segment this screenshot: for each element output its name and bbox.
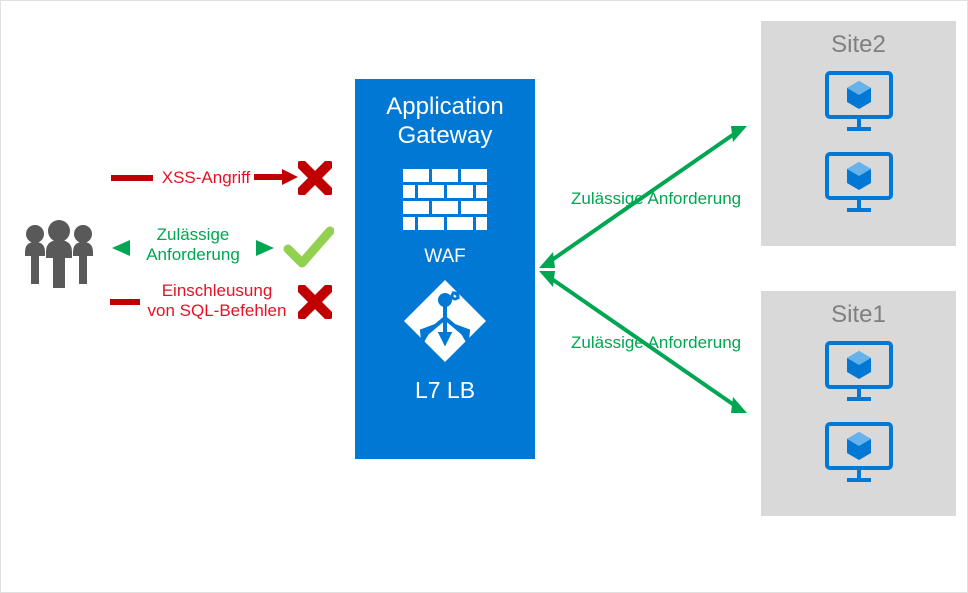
sql-line2: von SQL-Befehlen [148, 301, 287, 320]
lb-label: L7 LB [355, 377, 535, 404]
firewall-icon [403, 169, 487, 233]
allowed-label: Zulässige Anforderung [133, 225, 253, 264]
sql-line1: Einschleusung [162, 281, 273, 300]
sql-bar [110, 299, 140, 305]
site2-box: Site2 [761, 21, 956, 246]
gateway-title-line1: Application [355, 93, 535, 122]
diagram-canvas: XSS-Angriff Zulässige Anforderung Einsch… [0, 0, 968, 593]
application-gateway-box: Application Gateway WAF [355, 79, 535, 459]
users-icon [19, 216, 99, 288]
allowed-line1: Zulässige [157, 225, 230, 244]
site1-title: Site1 [761, 301, 956, 329]
site1-box: Site1 [761, 291, 956, 516]
site2-title: Site2 [761, 31, 956, 59]
vm-monitor-icon [823, 69, 895, 133]
check-icon [282, 223, 334, 271]
allowed-right-label-1: Zulässige Anforderung [571, 189, 751, 209]
cross-icon [298, 285, 332, 319]
allowed-right-arrowhead [256, 238, 278, 258]
load-balancer-icon [402, 278, 488, 364]
allowed-right-label-2: Zulässige Anforderung [571, 333, 751, 353]
waf-label: WAF [355, 246, 535, 268]
cross-icon [298, 161, 332, 195]
sql-label: Einschleusung von SQL-Befehlen [141, 281, 293, 320]
xss-bar [111, 175, 153, 181]
gateway-title-line2: Gateway [355, 122, 535, 151]
allowed-left-arrowhead [108, 238, 130, 258]
allowed-line2: Anforderung [146, 245, 240, 264]
vm-monitor-icon [823, 339, 895, 403]
xss-label: XSS-Angriff [156, 168, 256, 188]
xss-arrow [254, 167, 298, 187]
vm-monitor-icon [823, 420, 895, 484]
vm-monitor-icon [823, 150, 895, 214]
